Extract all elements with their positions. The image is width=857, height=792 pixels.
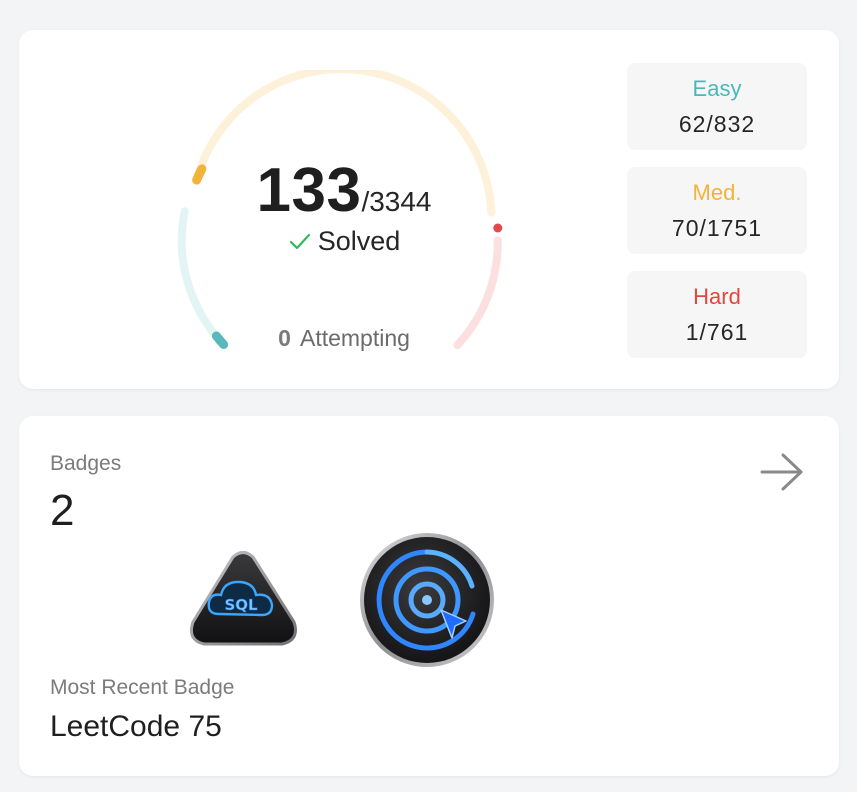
recent-badge-name: LeetCode 75	[50, 710, 222, 743]
total-questions: /3344	[361, 186, 432, 217]
easy-value: 62/832	[678, 111, 756, 137]
attempting-label: Attempting	[299, 325, 410, 351]
hard-label: Hard	[693, 284, 741, 309]
sql-badge[interactable]: SQL	[186, 550, 301, 650]
progress-card: 133/3344 Solved 0 Attempting Easy 62/832…	[19, 30, 839, 389]
medium-track	[192, 70, 496, 217]
sql-cloud-icon: SQL	[207, 580, 274, 617]
solved-label-row: Solved	[229, 226, 459, 257]
medium-progress-arc	[192, 164, 207, 185]
solved-total-row: 133/3344	[229, 155, 459, 226]
hard-stat[interactable]: Hard 1/761	[627, 271, 807, 358]
sql-badge-text: SQL	[224, 596, 258, 614]
attempting-row: 0 Attempting	[229, 325, 459, 352]
easy-track	[177, 207, 228, 349]
hard-value: 1/761	[685, 319, 749, 345]
attempting-count: 0	[278, 325, 291, 351]
progress-gauge	[177, 70, 503, 350]
solved-label: Solved	[317, 226, 401, 256]
hard-track	[453, 236, 502, 350]
badges-card: Badges 2 SQL	[19, 416, 839, 776]
recent-badge-title: Most Recent Badge	[50, 676, 235, 699]
easy-stat[interactable]: Easy 62/832	[627, 63, 807, 150]
target-cursor-icon	[376, 549, 476, 651]
badges-count: 2	[50, 486, 75, 535]
easy-progress-arc	[211, 331, 229, 349]
medium-value: 70/1751	[671, 215, 763, 241]
medium-stat[interactable]: Med. 70/1751	[627, 167, 807, 254]
badges-title: Badges	[50, 452, 122, 475]
solved-count: 133	[256, 156, 362, 225]
arrow-right-icon[interactable]	[757, 450, 807, 494]
medium-label: Med.	[692, 180, 742, 205]
check-icon	[289, 233, 310, 250]
easy-label: Easy	[692, 76, 742, 101]
hard-progress-dot	[493, 223, 503, 233]
leetcode-75-badge[interactable]	[357, 530, 497, 670]
